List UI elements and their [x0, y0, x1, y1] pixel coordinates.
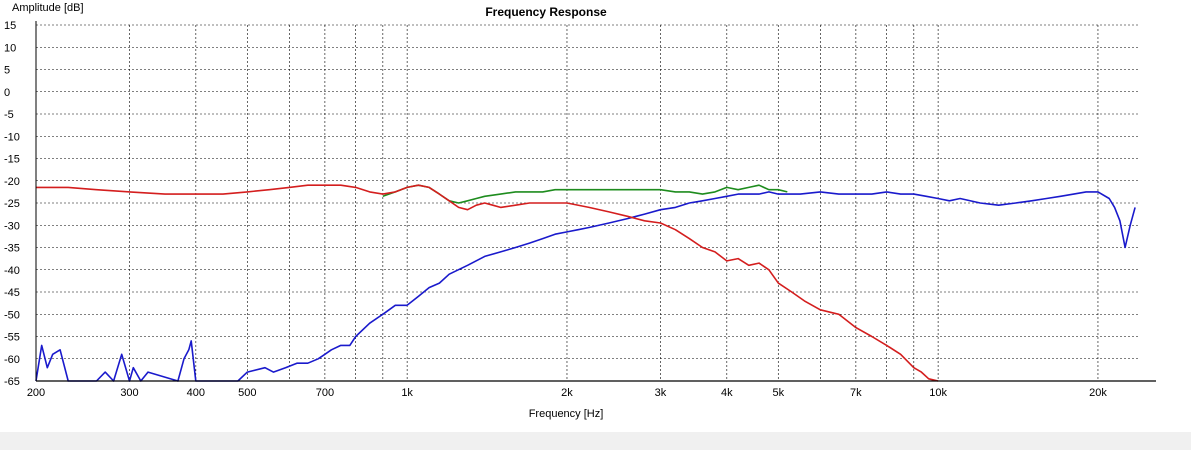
- y-tick-label: -30: [4, 220, 20, 232]
- x-tick-label: 700: [316, 387, 334, 399]
- y-tick-label: -65: [4, 376, 20, 388]
- x-tick-label: 200: [27, 387, 45, 399]
- y-tick-label: -5: [4, 109, 14, 121]
- x-tick-labels: 200 300 400 500 700 1k 2k 3k 4k 5k 7k 10k 20k: [27, 387, 1107, 399]
- grid: [35, 24, 1140, 382]
- y-tick-label: -55: [4, 332, 20, 344]
- x-tick-label: 20k: [1089, 387, 1107, 399]
- y-tick-label: -50: [4, 309, 20, 321]
- x-tick-label: 7k: [850, 387, 862, 399]
- y-tick-label: -10: [4, 131, 20, 143]
- y-tick-labels: 15 10 5 0 -5 -10 -15 -20 -25 -30 -35 -40 -45 -50 -55 -6…: [4, 20, 20, 388]
- x-tick-label: 3k: [655, 387, 667, 399]
- chart-svg: Frequency Response Amplitude [dB] Freque…: [4, 2, 1156, 420]
- y-tick-label: -45: [4, 287, 20, 299]
- series-group: [35, 184, 1136, 382]
- series-line-3: [36, 184, 939, 382]
- y-tick-label: 10: [4, 42, 16, 54]
- x-tick-label: 1k: [401, 387, 413, 399]
- y-tick-label: -15: [4, 154, 20, 166]
- y-tick-label: -25: [4, 198, 20, 210]
- y-tick-label: 15: [4, 20, 16, 32]
- x-tick-label: 500: [238, 387, 256, 399]
- series-line-1: [35, 191, 1136, 382]
- y-tick-label: -40: [4, 265, 20, 277]
- y-tick-label: 5: [4, 65, 10, 77]
- y-tick-label: -35: [4, 243, 20, 255]
- x-tick-label: 400: [187, 387, 205, 399]
- x-tick-label: 300: [120, 387, 138, 399]
- x-tick-label: 2k: [561, 387, 573, 399]
- y-tick-label: 0: [4, 87, 10, 99]
- y-tick-label: -60: [4, 354, 20, 366]
- x-tick-label: 10k: [929, 387, 947, 399]
- x-axis-label: Frequency [Hz]: [529, 408, 604, 420]
- frequency-response-chart: Frequency Response Amplitude [dB] Freque…: [0, 0, 1191, 432]
- x-tick-label: 4k: [721, 387, 733, 399]
- y-tick-label: -20: [4, 176, 20, 188]
- axes: [35, 21, 1156, 382]
- x-tick-label: 5k: [772, 387, 784, 399]
- chart-title: Frequency Response: [485, 5, 607, 19]
- y-axis-label: Amplitude [dB]: [12, 2, 84, 14]
